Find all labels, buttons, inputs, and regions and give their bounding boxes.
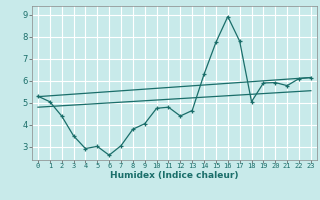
X-axis label: Humidex (Indice chaleur): Humidex (Indice chaleur) bbox=[110, 171, 239, 180]
